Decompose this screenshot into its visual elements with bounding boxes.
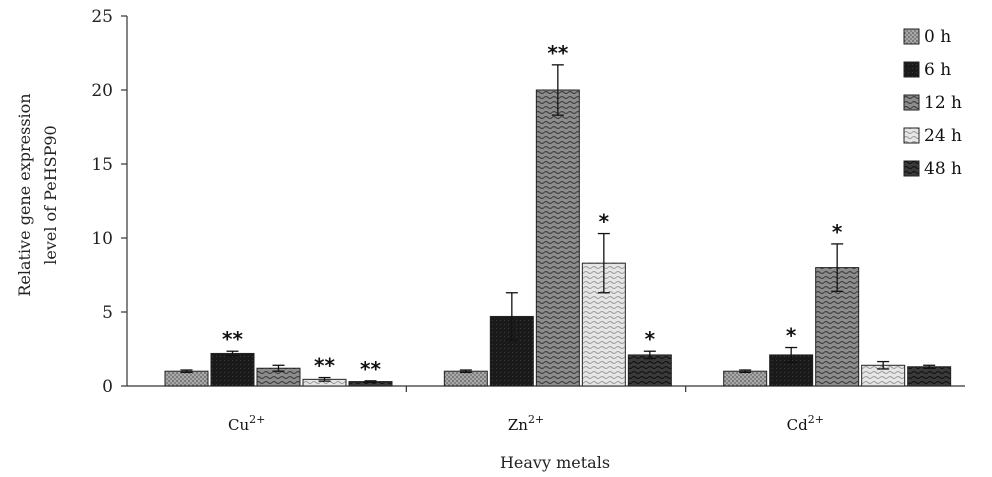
legend-label: 48 h (924, 159, 962, 179)
significance-marker: ** (547, 41, 568, 65)
category-label-base: Cd (787, 416, 808, 434)
bar-48h-zn (627, 354, 672, 387)
category-label-zn: Zn2+ (508, 413, 544, 434)
category-label-sup: 2+ (249, 413, 265, 426)
error-bar (923, 364, 936, 369)
error-bar (272, 364, 285, 372)
legend-label: 24 h (924, 126, 962, 146)
category-label-cu: Cu2+ (228, 413, 265, 434)
category-label-cd: Cd2+ (787, 413, 824, 434)
bar-0h-zn (443, 370, 488, 387)
y-tick-label: 20 (91, 81, 113, 101)
significance-marker: ** (222, 327, 243, 351)
error-bar (785, 346, 798, 363)
error-bar (505, 292, 518, 341)
x-axis-label: Heavy metals (500, 453, 610, 472)
y-tick-label: 10 (91, 229, 113, 249)
bar-6h-cu (210, 352, 255, 387)
legend-label: 6 h (924, 60, 951, 80)
legend-label: 0 h (924, 27, 951, 47)
y-ticks: 0 5 10 15 20 25 (91, 7, 127, 397)
legend-item-12h: 12 h (903, 93, 962, 113)
category-labels: Cu2+ Zn2+ Cd2+ (228, 413, 824, 434)
legend-label: 12 h (924, 93, 962, 113)
error-bar (877, 360, 890, 370)
y-axis-label-line-2: level of PeHSP90 (41, 125, 60, 265)
y-tick-label: 25 (91, 7, 113, 27)
error-bar (831, 243, 844, 292)
bar-0h-cd (723, 370, 768, 387)
legend: 0 h 6 h 12 h 24 h 48 h (903, 27, 962, 179)
y-tick-label: 0 (102, 377, 113, 397)
error-bar (364, 380, 377, 383)
significance-marker: ** (314, 354, 335, 378)
legend-item-0h: 0 h (903, 27, 951, 47)
bars: **** ****** ** (164, 41, 952, 387)
category-label-sup: 2+ (528, 413, 544, 426)
error-bar (226, 350, 239, 357)
legend-swatch (903, 28, 920, 45)
significance-marker: * (599, 210, 610, 234)
bar-0h-cu (164, 370, 209, 387)
legend-swatch (903, 127, 920, 144)
legend-swatch (903, 61, 920, 78)
category-label-base: Cu (228, 416, 249, 434)
legend-item-6h: 6 h (903, 60, 951, 80)
y-axis-label-line-1: Relative gene expression (15, 93, 34, 296)
significance-marker: * (645, 327, 656, 351)
error-bar (739, 369, 752, 374)
legend-swatch (903, 160, 920, 177)
legend-item-48h: 48 h (903, 159, 962, 179)
error-bar (318, 376, 331, 382)
bar-48h-cd (907, 366, 952, 387)
y-tick-label: 15 (91, 155, 113, 175)
error-bar (180, 369, 193, 374)
category-separators (405, 386, 687, 392)
error-bar (551, 64, 564, 116)
error-bar (643, 350, 656, 360)
legend-item-24h: 24 h (903, 126, 962, 146)
significance-marker: ** (360, 357, 381, 381)
error-bar (597, 232, 610, 294)
y-tick-label: 5 (102, 303, 113, 323)
y-axis-label: Relative gene expression level of PeHSP9… (15, 93, 60, 296)
legend-swatch (903, 94, 920, 111)
error-bar (459, 369, 472, 374)
bar-12h-zn (535, 89, 580, 387)
category-label-base: Zn (508, 416, 528, 434)
significance-marker: * (786, 324, 797, 348)
category-label-sup: 2+ (808, 413, 824, 426)
significance-marker: * (832, 220, 843, 244)
